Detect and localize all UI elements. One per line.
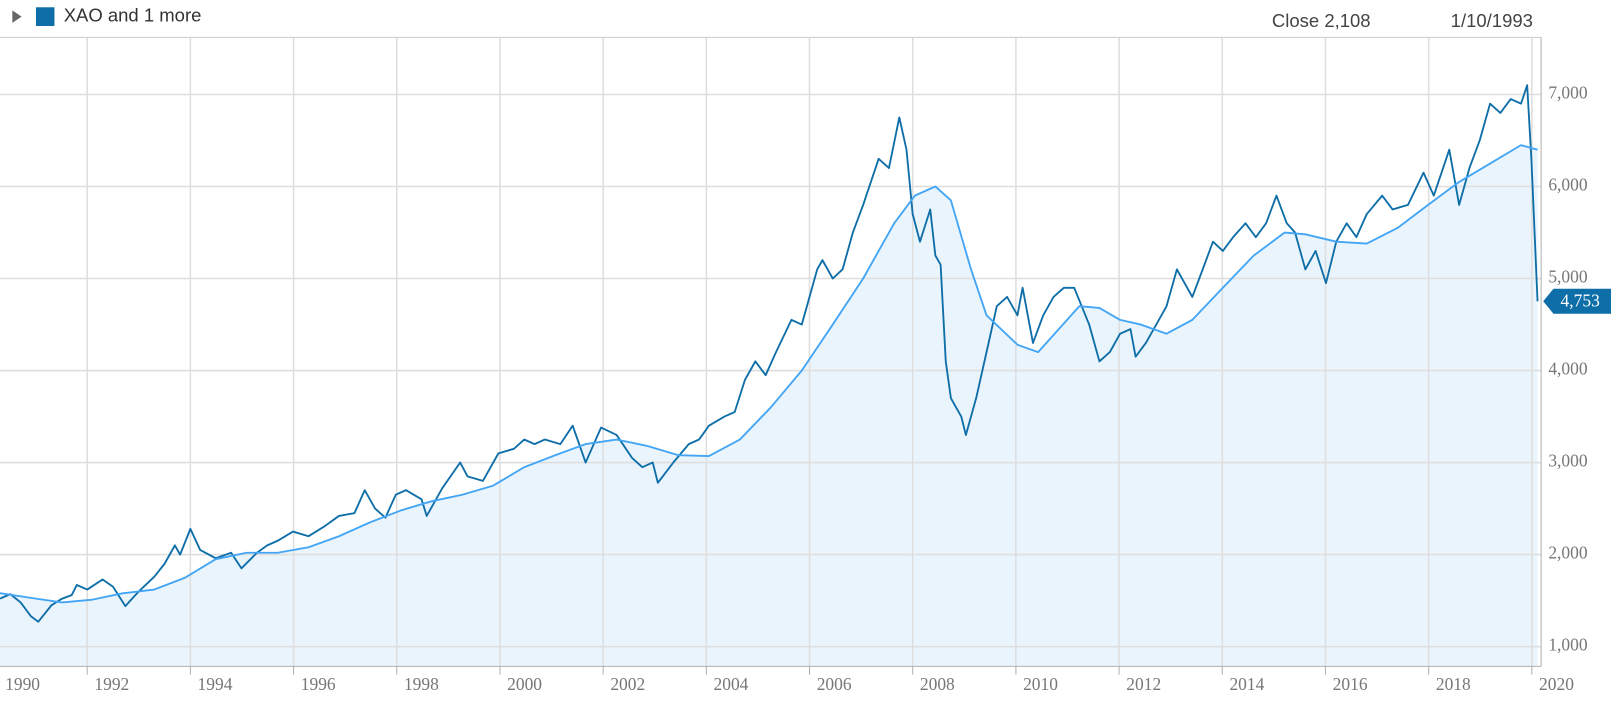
- last-value-label: 4,753: [1561, 290, 1600, 310]
- area: [0, 145, 1538, 667]
- x-tick-label: 2020: [1539, 674, 1574, 694]
- y-tick-label: 1,000: [1548, 635, 1587, 655]
- x-tick-label: 2008: [920, 674, 955, 694]
- legend-swatch: [35, 7, 55, 26]
- x-tick-label: 2010: [1023, 674, 1058, 694]
- x-tick-label: 1996: [301, 674, 336, 694]
- line: [0, 84, 1539, 623]
- x-tick-label: 1992: [94, 674, 129, 694]
- y-tick-label: 3,000: [1548, 451, 1587, 471]
- expand-arrow[interactable]: [12, 10, 22, 23]
- legend-text[interactable]: XAO and 1 more: [64, 4, 202, 25]
- y-tick-label: 5,000: [1548, 266, 1587, 286]
- x-tick-label: 2018: [1436, 674, 1471, 694]
- plot-background: [0, 145, 1538, 667]
- readout-date: 1/10/1993: [1451, 10, 1533, 31]
- x-tick-label: 2012: [1126, 674, 1161, 694]
- y-tick-label: 2,000: [1548, 543, 1587, 563]
- x-tick-label: 1994: [198, 674, 233, 694]
- readout-close: Close 2,108: [1272, 10, 1371, 31]
- y-tick-label: 4,000: [1548, 358, 1587, 378]
- x-tick-label: 2004: [714, 674, 749, 694]
- x-tick-label: 2002: [610, 674, 645, 694]
- y-tick-label: 6,000: [1548, 174, 1587, 194]
- x-tick-label: 2016: [1333, 674, 1368, 694]
- last-value-tag: [1543, 288, 1611, 314]
- line: [0, 144, 1538, 604]
- x-tick-label: 2000: [507, 674, 542, 694]
- series: [0, 84, 1539, 623]
- x-tick-label: 1990: [5, 674, 40, 694]
- x-tick-label: 2014: [1229, 674, 1264, 694]
- y-tick-label: 7,000: [1548, 82, 1587, 102]
- x-tick-label: 1998: [404, 674, 439, 694]
- x-tick-label: 2006: [817, 674, 852, 694]
- grid: [0, 37, 1542, 675]
